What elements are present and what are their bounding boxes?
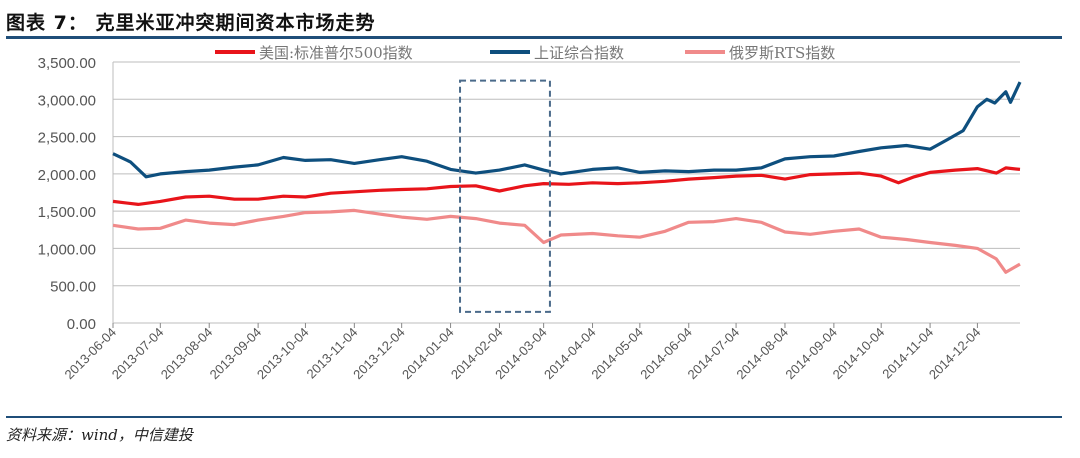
legend-label: 美国:标准普尔500指数 — [259, 44, 413, 62]
x-tick-label: 2013-10-04 — [254, 325, 312, 383]
legend-label: 上证综合指数 — [534, 44, 624, 62]
source-note: 资料来源：wind，中信建投 — [6, 426, 193, 444]
x-tick-label: 2013-08-04 — [158, 325, 216, 383]
x-tick-label: 2013-07-04 — [109, 325, 167, 383]
y-tick-label: 2,000.00 — [38, 167, 96, 184]
highlight-rect — [459, 79, 551, 313]
y-tick-label: 3,000.00 — [38, 92, 96, 109]
highlight-box — [459, 79, 551, 313]
y-tick-label: 500.00 — [50, 279, 96, 296]
x-tick-label: 2014-01-04 — [399, 325, 457, 383]
y-tick-label: 1,500.00 — [38, 204, 96, 221]
footer-divider — [6, 416, 1062, 418]
x-tick-label: 2014-07-04 — [685, 325, 743, 383]
series-line — [112, 208, 1021, 274]
x-tick-label: 2014-08-04 — [733, 325, 791, 383]
line-chart: 0.00 500.00 1,000.00 1,500.00 2,000.00 2,500.… — [38, 44, 1022, 383]
y-axis-ticks: 0.00 500.00 1,000.00 1,500.00 2,000.00 2,500.… — [38, 55, 96, 333]
gridlines — [112, 61, 1020, 324]
title-divider — [6, 36, 1062, 39]
figure-title: 图表 7： 克里米亚冲突期间资本市场走势 — [6, 12, 376, 34]
series-line — [112, 166, 1021, 206]
y-tick-label: 1,000.00 — [38, 241, 96, 258]
x-tick-label: 2014-05-04 — [588, 325, 646, 383]
series-lines — [112, 81, 1022, 274]
y-tick-label: 0.00 — [67, 316, 96, 333]
y-tick-label: 2,500.00 — [38, 130, 96, 147]
series-line — [112, 81, 1022, 179]
y-tick-label: 3,500.00 — [38, 55, 96, 72]
x-axis-ticks: 2013-06-042013-07-042013-08-042013-09-04… — [61, 323, 984, 383]
legend-label: 俄罗斯RTS指数 — [729, 44, 835, 62]
x-tick-label: 2014-12-04 — [926, 325, 984, 383]
x-tick-label: 2014-10-04 — [830, 325, 888, 383]
x-tick-label: 2013-12-04 — [350, 325, 408, 383]
legend: 美国:标准普尔500指数 上证综合指数 俄罗斯RTS指数 — [215, 44, 835, 62]
